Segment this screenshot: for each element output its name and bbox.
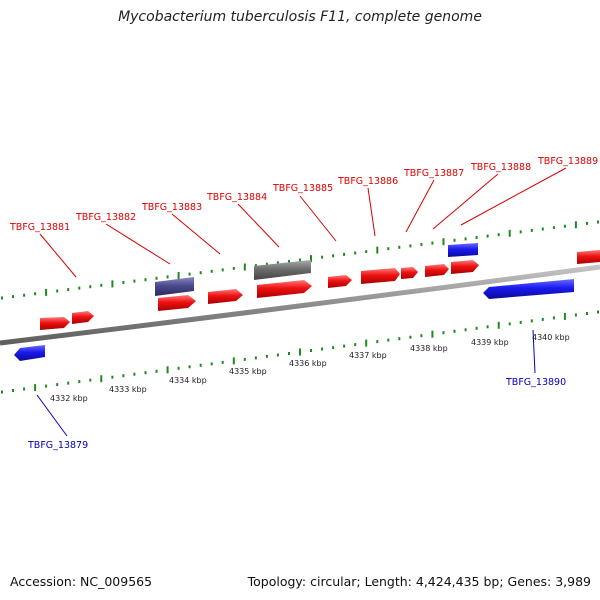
kbp-label: 4333 kbp [109,385,147,394]
reverse-genes [14,243,574,361]
kbp-label: 4334 kbp [169,376,207,385]
label-leader-lines [36,167,567,437]
feature-gray [254,260,311,280]
kbp-label: 4335 kbp [229,367,267,376]
reverse-gene-labels: TBFG_13879 TBFG_13890 [27,377,566,451]
leader-line [367,187,376,237]
leader-line [39,233,77,278]
gene-label: TBFG_13884 [206,192,267,203]
leader-line [237,203,280,248]
gene-arrow-forward [451,260,479,274]
kbp-label: 4339 kbp [471,338,509,347]
gene-arrow-forward [158,295,196,311]
leader-line [171,213,221,255]
gene-arrow-forward [577,250,600,264]
leader-line [532,329,536,374]
gene-label: TBFG_13888 [470,162,531,173]
gene-label: TBFG_13890 [505,377,566,388]
leader-line [432,173,499,230]
gene-label: TBFG_13883 [141,202,202,213]
kbp-label: 4337 kbp [349,351,387,360]
lower-tick-ring [1,310,599,394]
gene-arrow-forward [361,268,400,284]
gene-label: TBFG_13886 [337,176,398,187]
kbp-label: 4340 kbp [532,333,570,342]
accession-text: Accession: NC_009565 [10,574,153,589]
gene-label: TBFG_13882 [75,212,136,223]
gene-label: TBFG_13881 [9,222,70,233]
topology-text: Topology: circular; Length: 4,424,435 bp… [247,574,591,589]
leader-line [405,179,435,233]
gene-label: TBFG_13885 [272,183,333,194]
gene-arrow-forward [425,264,449,277]
forward-genes [40,250,600,330]
gene-arrow-forward [257,280,312,298]
gene-arrow-reverse [14,345,45,361]
kbp-label: 4332 kbp [50,394,88,403]
gene-arrow-forward [328,275,352,288]
forward-gene-labels: TBFG_13881 TBFG_13882 TBFG_13883 TBFG_13… [9,156,598,233]
feature-reverse-blue [448,243,478,257]
gene-arrow-forward [40,317,70,330]
leader-line [105,223,171,265]
leader-line [299,195,337,242]
gene-arrow-forward [72,311,94,324]
gene-label: TBFG_13887 [403,168,464,179]
kbp-scale-labels: 4332 kbp 4333 kbp 4334 kbp 4335 kbp 4336… [50,333,570,403]
gene-arrow-reverse [483,279,574,299]
gene-label: TBFG_13889 [537,156,598,167]
kbp-label: 4338 kbp [410,344,448,353]
genome-backbone [0,264,600,346]
map-title: Mycobacterium tuberculosis F11, complete… [118,9,482,25]
leader-line [460,167,567,226]
gene-arrow-forward [208,289,243,304]
gene-arrow-forward [401,267,418,279]
gene-label: TBFG_13879 [27,440,88,451]
feature-forward-purple [155,277,194,296]
leader-line [36,394,68,437]
kbp-label: 4336 kbp [289,359,327,368]
